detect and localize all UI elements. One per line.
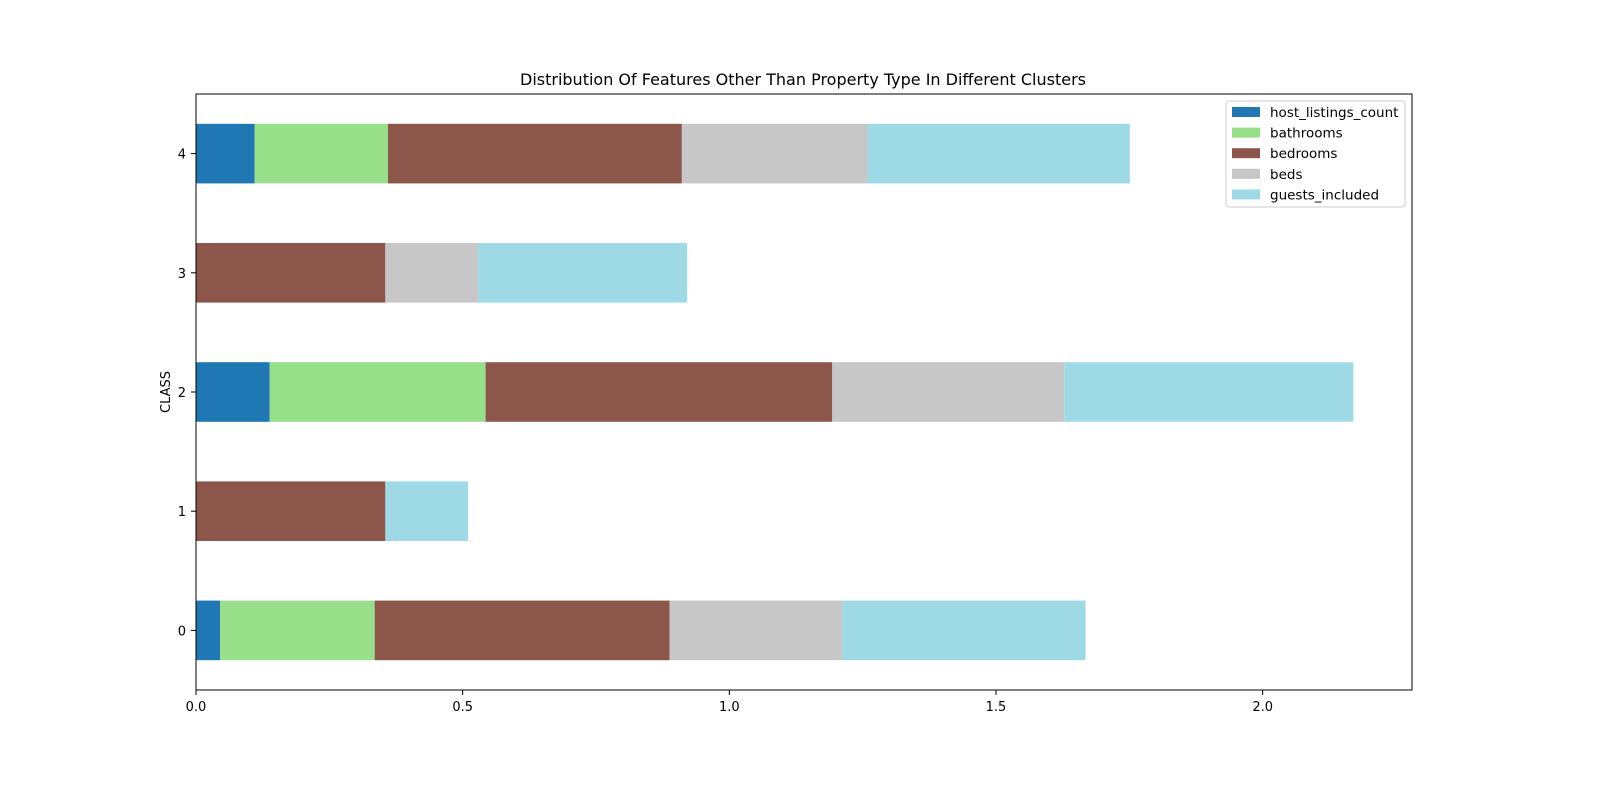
bar-class-0-guests-included	[842, 600, 1086, 661]
x-tick-label: 0.5	[452, 700, 473, 715]
legend: host_listings_count bathrooms bedrooms beds…	[1225, 100, 1406, 208]
bar-class-0-bathrooms	[220, 600, 375, 661]
bar-class-2-bathrooms	[269, 362, 486, 422]
legend-label-bathrooms: bathrooms	[1270, 126, 1343, 142]
x-tick-label: 1.5	[986, 700, 1007, 715]
bar-class-3-bedrooms	[196, 243, 386, 303]
legend-label-bedrooms: bedrooms	[1270, 146, 1337, 162]
bar-class-4-beds	[681, 123, 868, 184]
bar-class-0-beds	[669, 600, 843, 661]
legend-swatch-beds	[1232, 168, 1260, 179]
legend-label-guests-included: guests_included	[1270, 187, 1379, 203]
y-tick-label: 3	[178, 267, 186, 282]
y-axis-label: CLASS	[159, 371, 174, 413]
bar-class-4-guests-included	[867, 123, 1130, 184]
bar-class-1-bedrooms	[196, 481, 386, 541]
y-axis: 0 1 2 3 4	[178, 148, 196, 639]
bar-class-2-host-listings-count	[196, 362, 270, 422]
bar-class-4-host-listings-count	[196, 123, 255, 184]
legend-swatch-guests-included	[1232, 189, 1260, 200]
bar-class-2-bedrooms	[485, 362, 833, 422]
bars-group	[196, 123, 1354, 661]
bar-class-2-beds	[832, 362, 1065, 422]
y-tick-label: 4	[178, 148, 186, 163]
legend-swatch-host-listings-count	[1232, 107, 1260, 117]
x-axis: 0.0 0.5 1.0 1.5 2.0	[186, 690, 1273, 715]
legend-swatch-bedrooms	[1232, 148, 1260, 159]
y-tick-label: 0	[178, 624, 186, 639]
y-tick-label: 2	[178, 386, 186, 401]
bar-class-4-bathrooms	[254, 123, 388, 184]
chart-title: Distribution Of Features Other Than Prop…	[520, 70, 1086, 89]
bar-class-2-guests-included	[1064, 362, 1354, 422]
bar-class-4-bedrooms	[388, 123, 682, 184]
x-tick-label: 2.0	[1252, 700, 1273, 715]
legend-box	[1225, 100, 1406, 208]
x-tick-label: 0.0	[186, 700, 207, 715]
bar-class-3-beds	[385, 243, 479, 303]
bar-class-0-host-listings-count	[196, 600, 220, 661]
legend-swatch-bathrooms	[1232, 127, 1260, 138]
x-tick-label: 1.0	[719, 700, 740, 715]
y-tick-label: 1	[178, 505, 186, 520]
bar-class-1-guests-included	[385, 481, 468, 541]
legend-label-beds: beds	[1270, 167, 1302, 183]
legend-label-host-listings-count: host_listings_count	[1270, 105, 1398, 121]
bar-class-3-guests-included	[478, 243, 688, 303]
bar-class-0-bedrooms	[374, 600, 670, 661]
